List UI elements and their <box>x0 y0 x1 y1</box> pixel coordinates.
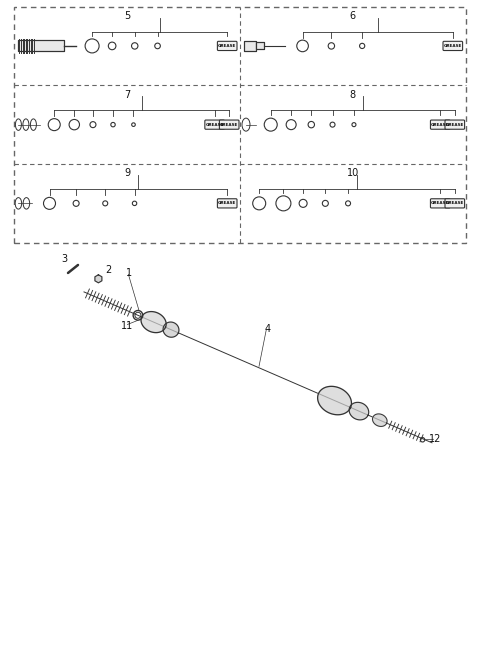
Text: 4: 4 <box>264 324 270 334</box>
Bar <box>18 41 64 51</box>
Text: GREASE: GREASE <box>445 123 464 127</box>
Polygon shape <box>349 402 369 420</box>
FancyBboxPatch shape <box>445 120 465 129</box>
Text: GREASE: GREASE <box>431 123 449 127</box>
Text: 2: 2 <box>105 265 111 275</box>
FancyBboxPatch shape <box>431 199 450 208</box>
Text: 3: 3 <box>61 254 67 264</box>
Text: 9: 9 <box>124 169 130 178</box>
Text: GREASE: GREASE <box>205 123 224 127</box>
Text: GREASE: GREASE <box>218 44 236 48</box>
Bar <box>244 41 256 51</box>
Text: 12: 12 <box>430 434 442 444</box>
Text: GREASE: GREASE <box>218 201 236 205</box>
Text: 6: 6 <box>350 11 356 21</box>
Text: GREASE: GREASE <box>444 44 462 48</box>
Bar <box>18 41 64 51</box>
FancyBboxPatch shape <box>219 120 239 129</box>
Text: 5: 5 <box>124 11 131 21</box>
Polygon shape <box>163 322 179 337</box>
Text: 1: 1 <box>126 268 132 278</box>
Text: GREASE: GREASE <box>445 201 464 205</box>
Bar <box>256 43 264 49</box>
Bar <box>14 7 466 243</box>
FancyBboxPatch shape <box>217 199 237 208</box>
Polygon shape <box>318 386 351 415</box>
FancyBboxPatch shape <box>445 199 465 208</box>
FancyBboxPatch shape <box>431 120 450 129</box>
Bar <box>256 43 264 49</box>
Text: 10: 10 <box>347 169 359 178</box>
Text: 11: 11 <box>121 321 133 331</box>
Text: GREASE: GREASE <box>220 123 239 127</box>
Polygon shape <box>95 275 102 283</box>
Polygon shape <box>372 414 387 426</box>
Polygon shape <box>141 312 166 333</box>
Bar <box>244 41 256 51</box>
FancyBboxPatch shape <box>217 41 237 51</box>
Text: 7: 7 <box>124 90 131 100</box>
FancyBboxPatch shape <box>205 120 225 129</box>
FancyBboxPatch shape <box>443 41 463 51</box>
Text: 8: 8 <box>350 90 356 100</box>
Text: GREASE: GREASE <box>431 201 449 205</box>
